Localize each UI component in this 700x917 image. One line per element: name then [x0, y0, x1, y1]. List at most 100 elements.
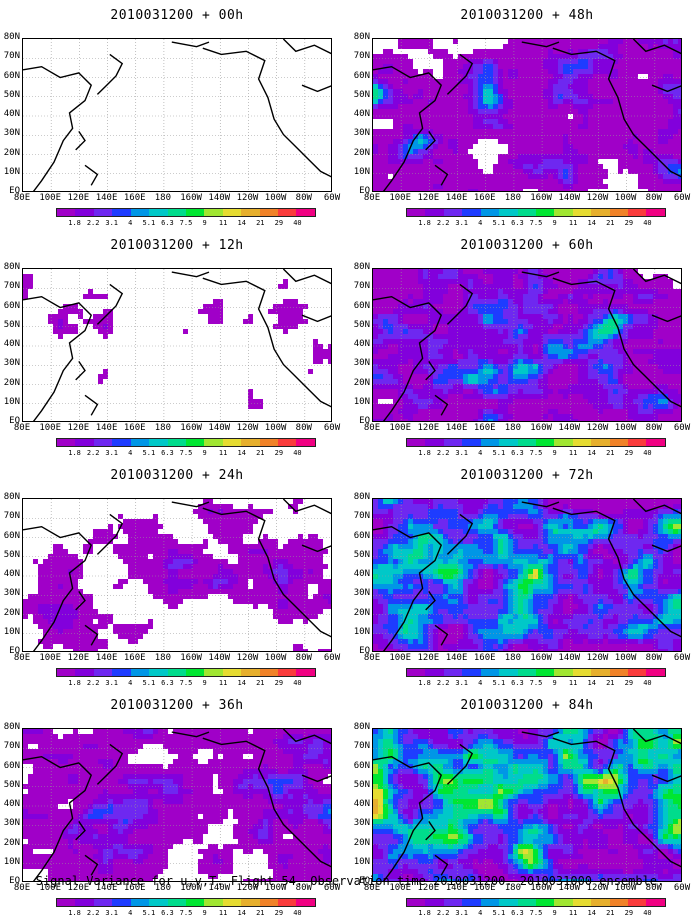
heat-cell [238, 559, 243, 564]
heat-cell [463, 109, 468, 114]
heat-cell [178, 794, 183, 799]
heat-cell [223, 529, 228, 534]
heat-cell [28, 749, 33, 754]
heat-cell [428, 164, 433, 169]
heat-cell [653, 189, 658, 192]
heat-cell [68, 774, 73, 779]
heat-cell [78, 814, 83, 819]
heat-cell [463, 184, 468, 189]
y-tick-label: 40N [0, 339, 20, 349]
heat-cell [308, 764, 313, 769]
heat-cell [573, 119, 578, 124]
heat-cell [68, 794, 73, 799]
heat-cell [233, 834, 238, 839]
heat-cell [563, 39, 568, 44]
heat-cell [578, 169, 583, 174]
heat-cell [138, 774, 143, 779]
heat-cell [418, 149, 423, 154]
heat-cell [388, 114, 393, 119]
heat-cell [38, 774, 43, 779]
heat-cell [53, 794, 58, 799]
heat-cell [623, 134, 628, 139]
heat-cell [548, 74, 553, 79]
heat-cell [158, 594, 163, 599]
heat-cell [373, 279, 378, 284]
heat-cell [53, 579, 58, 584]
heat-cell [293, 729, 298, 734]
heat-cell [458, 64, 463, 69]
y-tick-label: 70N [0, 281, 20, 291]
heat-cell [623, 69, 628, 74]
heat-cell [648, 69, 653, 74]
heat-cell [588, 39, 593, 44]
heat-cell [153, 584, 158, 589]
heat-cell [498, 119, 503, 124]
heat-cell [478, 274, 483, 279]
heat-cell [548, 169, 553, 174]
heat-cell [63, 604, 68, 609]
heat-cell [73, 804, 78, 809]
heat-cell [423, 99, 428, 104]
heat-cell [283, 319, 288, 324]
heat-cell [323, 604, 328, 609]
heat-cell [268, 814, 273, 819]
heat-cell [328, 804, 332, 809]
heat-cell [328, 789, 332, 794]
heat-cell [193, 564, 198, 569]
heat-cell [168, 549, 173, 554]
heat-cell [413, 179, 418, 184]
heat-cell [523, 79, 528, 84]
x-tick-label: 60W [665, 193, 699, 203]
heat-cell [603, 169, 608, 174]
y-tick-label: 10N [348, 167, 370, 177]
heat-cell [638, 119, 643, 124]
heat-cell [543, 59, 548, 64]
heat-cell [628, 114, 633, 119]
heat-cell [403, 59, 408, 64]
heat-cell [523, 99, 528, 104]
heat-cell [293, 799, 298, 804]
heat-cell [493, 74, 498, 79]
heat-cell [168, 604, 173, 609]
heat-cell [243, 764, 248, 769]
heat-cell [643, 179, 648, 184]
heat-cell [108, 534, 113, 539]
heat-cell [73, 619, 78, 624]
heat-cell [323, 354, 328, 359]
heat-cell [658, 59, 663, 64]
heat-cell [43, 794, 48, 799]
heat-cell [113, 729, 118, 734]
heat-cell [653, 149, 658, 154]
heat-cell [48, 729, 53, 734]
heat-cell [593, 114, 598, 119]
heat-cell [263, 579, 268, 584]
heat-cell [278, 829, 283, 834]
heat-cell [138, 529, 143, 534]
colorbar [56, 208, 316, 217]
heat-cell [678, 44, 682, 49]
heat-cell [148, 819, 153, 824]
heat-cell [143, 574, 148, 579]
heat-cell [628, 144, 633, 149]
heat-cell [193, 584, 198, 589]
heat-cell [438, 124, 443, 129]
heat-cell [108, 729, 113, 734]
heat-cell [88, 634, 93, 639]
heat-cell [303, 794, 308, 799]
heat-cell [603, 149, 608, 154]
heat-cell [88, 814, 93, 819]
heat-cell [183, 799, 188, 804]
heat-cell [293, 854, 298, 859]
heat-cell [653, 69, 658, 74]
heat-cell [403, 79, 408, 84]
heat-cell [298, 309, 303, 314]
heat-cell [148, 524, 153, 529]
heatmap-plot-area [372, 38, 682, 192]
heat-cell [573, 74, 578, 79]
heat-cell [613, 39, 618, 44]
heat-cell [23, 859, 28, 864]
heat-cell [153, 849, 158, 854]
heat-cell [193, 789, 198, 794]
heat-cell [283, 859, 288, 864]
heat-cell [373, 144, 378, 149]
